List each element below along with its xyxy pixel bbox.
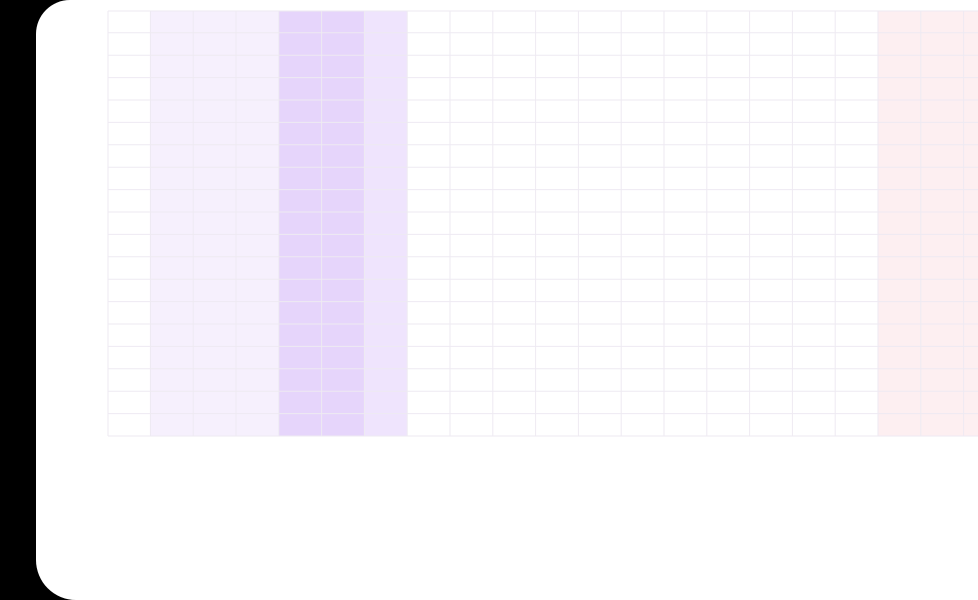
day-view-chart[interactable] [36, 0, 978, 600]
chart-band [878, 11, 978, 436]
chart-card [36, 0, 978, 600]
chart-band [150, 11, 279, 436]
chart-band [364, 11, 408, 436]
